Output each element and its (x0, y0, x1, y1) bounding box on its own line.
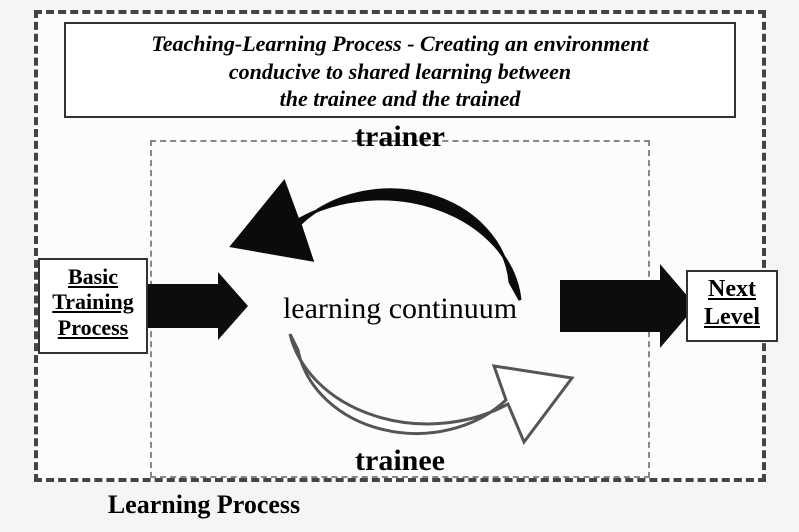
figure-caption: Learning Process (74, 490, 334, 520)
basic-training-process-box: BasicTrainingProcess (38, 258, 148, 354)
header-line-1: Teaching-Learning Process - Creating an … (76, 30, 724, 58)
header-line-3: the trainee and the trained (76, 85, 724, 113)
side-box-line: Next (694, 276, 770, 304)
trainer-label: trainer (320, 120, 480, 154)
learning-continuum-label: learning continuum (235, 292, 565, 326)
side-box-line: Level (694, 304, 770, 332)
header-description-box: Teaching-Learning Process - Creating an … (64, 22, 736, 118)
side-box-line: Basic (46, 264, 140, 289)
trainee-label: trainee (320, 444, 480, 478)
diagram-canvas: Teaching-Learning Process - Creating an … (0, 0, 799, 532)
next-level-box: NextLevel (686, 270, 778, 342)
side-box-line: Training (46, 289, 140, 314)
header-line-2: conducive to shared learning between (76, 58, 724, 86)
side-box-line: Process (46, 315, 140, 340)
